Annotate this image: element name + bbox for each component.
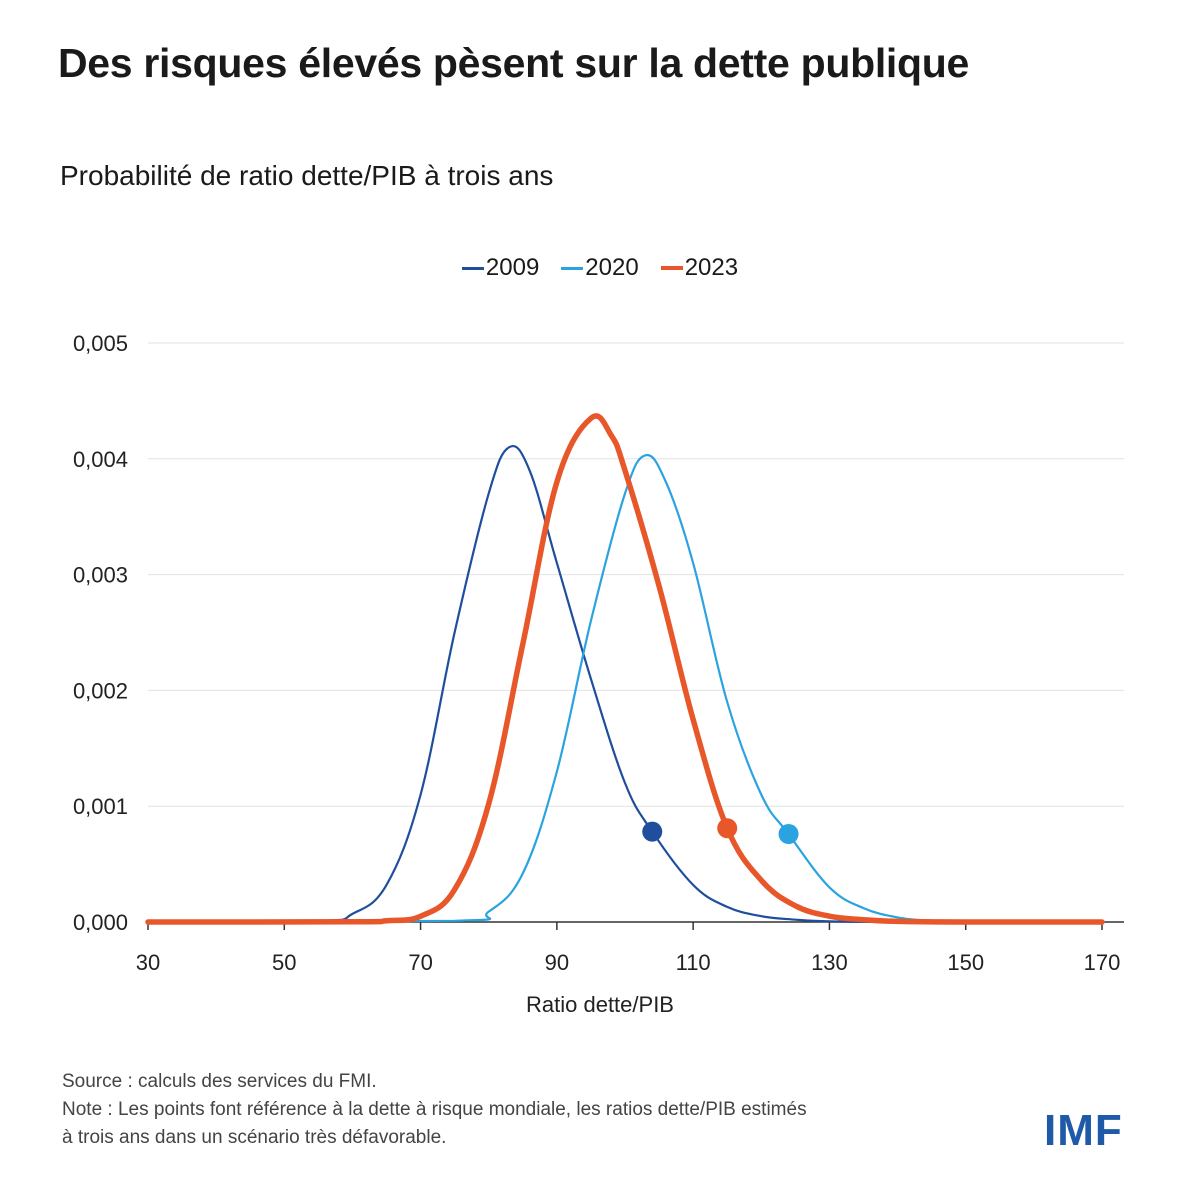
series-lines bbox=[145, 413, 1105, 925]
legend-item-2020: 2020 bbox=[561, 254, 639, 282]
y-tick-label: 0,005 bbox=[73, 331, 128, 356]
y-tick-label: 0,000 bbox=[73, 910, 128, 935]
y-tick-label: 0,002 bbox=[73, 678, 128, 703]
legend-label-2009: 2009 bbox=[485, 254, 540, 281]
x-axis-label: Ratio dette/PIB bbox=[526, 992, 674, 1017]
legend-item-2009: 2009 bbox=[461, 254, 540, 282]
source-note: Source : calculs des services du FMI. bbox=[62, 1071, 377, 1092]
x-tick-label: 90 bbox=[545, 950, 569, 975]
x-tick-label: 150 bbox=[947, 950, 984, 975]
y-tick-label: 0,001 bbox=[73, 794, 128, 819]
x-tick-label: 130 bbox=[811, 950, 848, 975]
y-axis: 0,000 0,001 0,002 0,003 0,004 0,005 bbox=[73, 331, 128, 935]
note-line-2: à trois ans dans un scénario très défavo… bbox=[62, 1127, 447, 1148]
y-tick-label: 0,004 bbox=[73, 447, 128, 472]
risk-marker-2023 bbox=[717, 818, 738, 839]
legend-swatch-2009 bbox=[461, 266, 484, 270]
note-line-1: Note : Les points font référence à la de… bbox=[62, 1099, 807, 1120]
y-tick-label: 0,003 bbox=[73, 563, 128, 588]
x-tick-label: 30 bbox=[136, 950, 160, 975]
x-axis: 30 50 70 90 110 130 150 170 bbox=[136, 921, 1124, 975]
risk-marker-2020 bbox=[778, 823, 799, 844]
chart-title: Des risques élevés pèsent sur la dette p… bbox=[58, 40, 970, 86]
series-markers bbox=[642, 818, 799, 844]
x-tick-label: 50 bbox=[272, 950, 296, 975]
legend-label-2020: 2020 bbox=[585, 254, 639, 281]
legend: 2009 2020 2023 bbox=[0, 254, 1200, 282]
legend-item-2023: 2023 bbox=[660, 254, 739, 282]
x-tick-label: 70 bbox=[408, 950, 432, 975]
series-line-2009 bbox=[146, 445, 1104, 924]
x-tick-label: 110 bbox=[676, 950, 711, 975]
legend-swatch-2023 bbox=[660, 266, 683, 270]
footer-notes: Source : calculs des services du FMI. No… bbox=[62, 1068, 807, 1152]
legend-label-2023: 2023 bbox=[684, 254, 739, 281]
density-chart: 0,000 0,001 0,002 0,003 0,004 0,005 30 50 70 90 1… bbox=[73, 331, 1124, 1017]
x-tick-label: 170 bbox=[1084, 950, 1121, 975]
series-line-2020 bbox=[146, 453, 1104, 924]
grid-lines bbox=[148, 342, 1124, 807]
chart-subtitle: Probabilité de ratio dette/PIB à trois a… bbox=[60, 160, 554, 191]
imf-logo: IMF bbox=[1044, 1106, 1123, 1155]
risk-marker-2009 bbox=[642, 821, 663, 842]
series-line-2023 bbox=[145, 413, 1105, 925]
legend-swatch-2020 bbox=[561, 266, 584, 270]
